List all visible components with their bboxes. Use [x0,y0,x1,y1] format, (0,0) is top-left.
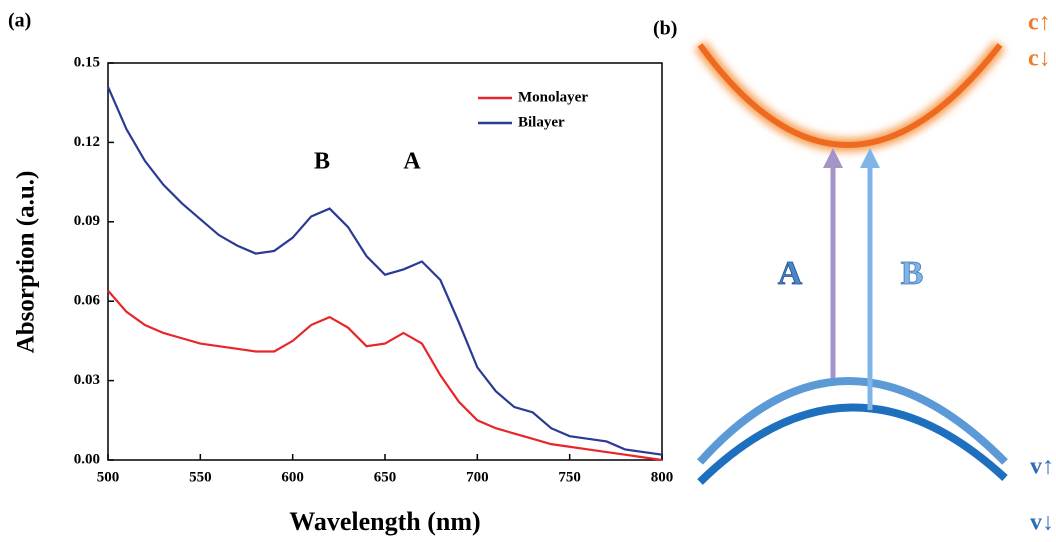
x-tick-label: 600 [281,469,304,485]
conduction-band [697,43,1003,148]
band-label: v↑ [1030,454,1054,480]
annotation: A [403,149,421,175]
valence-band-upper [697,377,1008,465]
panel-label: (a) [8,10,31,32]
plot-frame [107,62,663,461]
x-tick-label: 550 [189,469,212,485]
plot: 500 550 600 650 700 750 800 0.00 0.03 0.06 0.09 0.1… [74,54,674,485]
y-axis-label: Absorption (a.u.) [13,171,40,354]
x-tick-label: 650 [374,469,397,485]
band-label: v↓ [1030,510,1054,536]
legend-label: Bilayer [518,114,565,130]
x-tick-label: 500 [97,469,120,485]
y-tick-label: 0.09 [74,213,100,229]
x-axis-label: Wavelength (nm) [289,507,480,536]
y-tick-label: 0.15 [74,54,100,70]
band-label: c↑ [1028,10,1051,36]
x-tick-label: 750 [558,469,581,485]
x-tick-label: 800 [651,469,674,485]
valence-band-lower [697,403,1008,485]
band-label: c↓ [1028,46,1051,72]
transition-label: A [778,255,803,292]
y-tick-label: 0.12 [74,134,100,150]
line [107,289,663,462]
line [106,86,663,456]
x-tick-label: 700 [466,469,489,485]
y-tick-label: 0.06 [74,293,101,309]
annotation: B [314,149,330,175]
y-tick-label: 0.03 [74,372,100,388]
legend-label: Monolayer [518,89,588,105]
transition-label: B [901,255,924,292]
panel-label: (b) [653,18,677,40]
y-tick-label: 0.00 [74,451,100,467]
